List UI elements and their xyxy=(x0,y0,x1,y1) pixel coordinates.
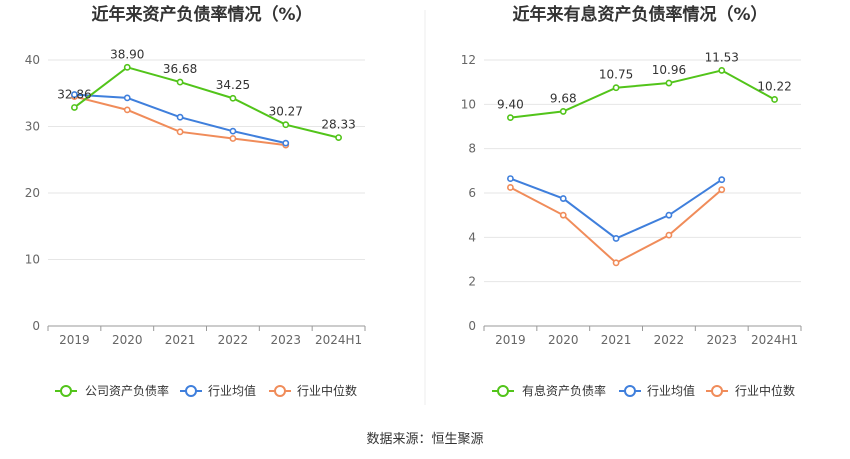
data-point xyxy=(282,139,290,147)
data-point xyxy=(559,108,567,115)
data-point xyxy=(176,113,184,121)
legend-marker-icon xyxy=(274,385,286,397)
x-tick-label: 2019 xyxy=(59,333,90,347)
data-point xyxy=(718,186,726,194)
x-tick-label: 2024H1 xyxy=(315,333,362,347)
data-point xyxy=(229,135,237,142)
legend-item[interactable]: 行业中位数 xyxy=(269,383,357,398)
data-label: 38.90 xyxy=(110,47,144,61)
y-tick-label: 4 xyxy=(468,230,476,244)
y-tick-label: 6 xyxy=(468,186,476,200)
legend-marker-icon xyxy=(60,385,72,397)
series-line xyxy=(74,95,286,147)
data-point xyxy=(229,94,237,102)
chart-panel-1: 近年来资产负债率情况（%） 0 10 20 30 40 2019 2020 2021 2022 20… xyxy=(25,4,366,398)
data-point xyxy=(612,259,620,267)
y-tick-label: 2 xyxy=(468,275,476,289)
data-point xyxy=(559,195,567,202)
data-source-text: 数据来源：恒生聚源 xyxy=(366,432,483,447)
data-point xyxy=(507,175,514,182)
legend-label: 有息资产负债率 xyxy=(522,383,606,398)
data-point xyxy=(71,91,78,98)
data-label: 28.33 xyxy=(321,118,355,132)
y-tick-label: 8 xyxy=(468,142,476,156)
legend-label: 行业中位数 xyxy=(735,383,795,398)
legend-marker-icon xyxy=(185,385,197,397)
legend-item[interactable]: 有息资产负债率 xyxy=(492,383,606,398)
data-point xyxy=(123,106,131,114)
data-point xyxy=(665,79,673,87)
y-tick-label: 12 xyxy=(461,53,476,67)
series-line xyxy=(73,66,339,139)
legend-label: 行业均值 xyxy=(647,383,695,398)
data-label: 9.40 xyxy=(497,98,524,112)
data-point xyxy=(71,104,78,111)
data-point xyxy=(665,231,673,239)
data-label: 10.75 xyxy=(599,68,633,82)
legend-marker-icon xyxy=(624,385,636,397)
data-label: 9.68 xyxy=(550,91,577,105)
chart-title: 近年来有息资产负债率情况（%） xyxy=(512,4,767,25)
data-label: 32.86 xyxy=(57,87,91,101)
data-point xyxy=(771,96,778,103)
legend-marker-icon xyxy=(497,385,509,397)
legend-item[interactable]: 公司资产负债率 xyxy=(55,383,169,398)
series-line xyxy=(510,69,776,119)
x-tick-label: 2021 xyxy=(601,333,632,347)
legend-label: 行业中位数 xyxy=(297,383,357,398)
legend-marker-icon xyxy=(711,385,723,397)
legend-label: 行业均值 xyxy=(208,383,256,398)
data-point xyxy=(718,67,726,74)
data-point xyxy=(612,84,620,92)
data-point xyxy=(229,127,237,135)
data-label: 11.53 xyxy=(705,50,739,64)
y-tick-label: 0 xyxy=(468,319,476,333)
x-tick-label: 2022 xyxy=(654,333,685,347)
data-point xyxy=(612,235,620,242)
series-line xyxy=(510,177,723,240)
y-tick-label: 10 xyxy=(25,253,40,267)
data-point xyxy=(335,134,342,142)
y-tick-label: 20 xyxy=(25,186,40,200)
data-label: 36.68 xyxy=(163,62,197,76)
x-tick-label: 2021 xyxy=(165,333,196,347)
y-tick-label: 40 xyxy=(25,53,40,67)
series-line xyxy=(509,186,723,265)
legend-item[interactable]: 行业均值 xyxy=(180,383,256,398)
data-label: 10.96 xyxy=(652,63,686,77)
data-point xyxy=(507,114,514,122)
legend-label: 公司资产负债率 xyxy=(85,383,169,398)
x-tick-label: 2020 xyxy=(112,333,143,347)
x-tick-label: 2022 xyxy=(218,333,249,347)
data-label: 30.27 xyxy=(269,105,303,119)
x-tick-label: 2023 xyxy=(706,333,737,347)
data-label: 10.22 xyxy=(757,79,791,93)
y-tick-label: 10 xyxy=(461,97,476,111)
data-point xyxy=(507,184,514,191)
data-point xyxy=(665,211,673,219)
legend-item[interactable]: 行业中位数 xyxy=(706,383,795,398)
x-tick-label: 2020 xyxy=(548,333,579,347)
chart-title: 近年来资产负债率情况（%） xyxy=(91,4,312,25)
y-tick-label: 30 xyxy=(25,120,40,134)
data-point xyxy=(176,78,184,86)
data-point xyxy=(176,128,184,136)
data-point xyxy=(282,121,290,129)
data-point xyxy=(123,94,131,102)
data-point xyxy=(123,63,131,71)
y-tick-label: 0 xyxy=(32,319,40,333)
chart-panel-2: 近年来有息资产负债率情况（%） 0 2 4 6 8 10 12 2019 2020 2021 2022… xyxy=(461,4,802,398)
legend-item[interactable]: 行业均值 xyxy=(619,383,695,398)
data-point xyxy=(718,176,726,184)
x-tick-label: 2024H1 xyxy=(751,333,798,347)
data-label: 34.25 xyxy=(216,78,250,92)
x-tick-label: 2023 xyxy=(270,333,301,347)
x-tick-label: 2019 xyxy=(495,333,526,347)
data-point xyxy=(559,211,567,219)
